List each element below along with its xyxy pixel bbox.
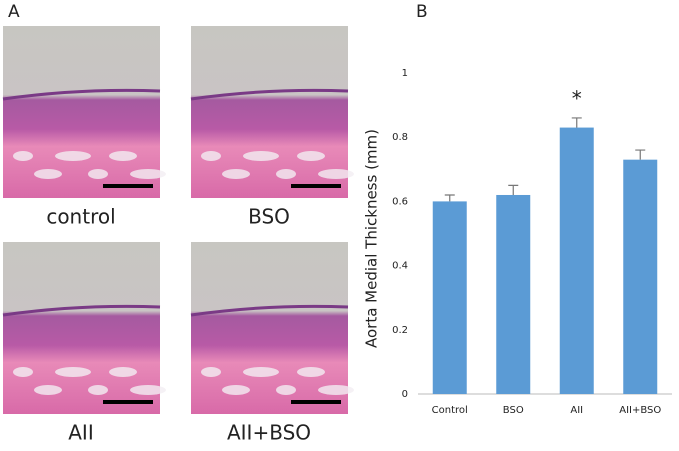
tissue-gap [222, 169, 250, 179]
bar [496, 194, 531, 394]
y-tick-label: 0.6 [392, 196, 408, 207]
bar [623, 159, 658, 394]
y-tick-label: 1 [402, 68, 408, 79]
scale-bar [103, 400, 153, 404]
tissue-gap [34, 385, 62, 395]
panel-label: B [416, 2, 428, 22]
tissue-gap [13, 151, 33, 161]
image-caption: BSO [248, 205, 290, 229]
tissue-gap [13, 367, 33, 377]
micrograph [191, 26, 348, 198]
tissue-gap [276, 169, 296, 179]
tissue-gap [130, 169, 166, 179]
lumen-edge [190, 304, 349, 317]
lumen-edge [190, 88, 349, 101]
tissue-gap [276, 385, 296, 395]
error-bar [508, 184, 519, 195]
tissue-gap [243, 367, 279, 377]
error-bar [571, 117, 582, 128]
y-tick-label: 0 [402, 389, 408, 400]
tissue-gap [55, 367, 91, 377]
image-caption: AII+BSO [227, 421, 311, 445]
tissue-gap [109, 367, 137, 377]
tissue-gap [88, 169, 108, 179]
panel-label: A [8, 2, 20, 22]
x-tick-label: Control [432, 405, 468, 416]
tissue-gap [34, 169, 62, 179]
tissue-gap [297, 367, 325, 377]
error-bar [635, 149, 646, 160]
tissue-gap [88, 385, 108, 395]
tissue-gap [109, 151, 137, 161]
micrograph [191, 242, 348, 414]
bar [432, 201, 467, 394]
x-tick-label: AII+BSO [619, 405, 661, 416]
tissue-gap [201, 151, 221, 161]
tissue-gap [318, 385, 354, 395]
annotation: * [572, 86, 582, 110]
tissue-gap [243, 151, 279, 161]
scale-bar [291, 184, 341, 188]
y-axis-label: Aorta Medial Thickness (mm) [363, 129, 381, 348]
x-tick-label: AII [570, 405, 583, 416]
bar [559, 127, 594, 394]
tissue-gap [318, 169, 354, 179]
tissue-gap [130, 385, 166, 395]
micrograph [3, 26, 160, 198]
tissue-gap [201, 367, 221, 377]
y-tick-label: 0.8 [392, 132, 408, 143]
y-tick-label: 0.2 [392, 325, 408, 336]
micrograph [3, 242, 160, 414]
lumen-edge [2, 304, 161, 317]
error-bar [444, 194, 455, 202]
image-caption: control [46, 205, 115, 229]
x-tick-label: BSO [503, 405, 524, 416]
image-caption: AII [68, 421, 93, 445]
tissue-gap [55, 151, 91, 161]
lumen-edge [2, 88, 161, 101]
tissue-gap [222, 385, 250, 395]
y-tick-label: 0.4 [392, 261, 408, 272]
tissue-gap [297, 151, 325, 161]
scale-bar [103, 184, 153, 188]
scale-bar [291, 400, 341, 404]
